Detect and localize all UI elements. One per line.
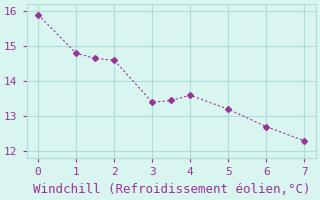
X-axis label: Windchill (Refroidissement éolien,°C): Windchill (Refroidissement éolien,°C) <box>33 183 310 196</box>
